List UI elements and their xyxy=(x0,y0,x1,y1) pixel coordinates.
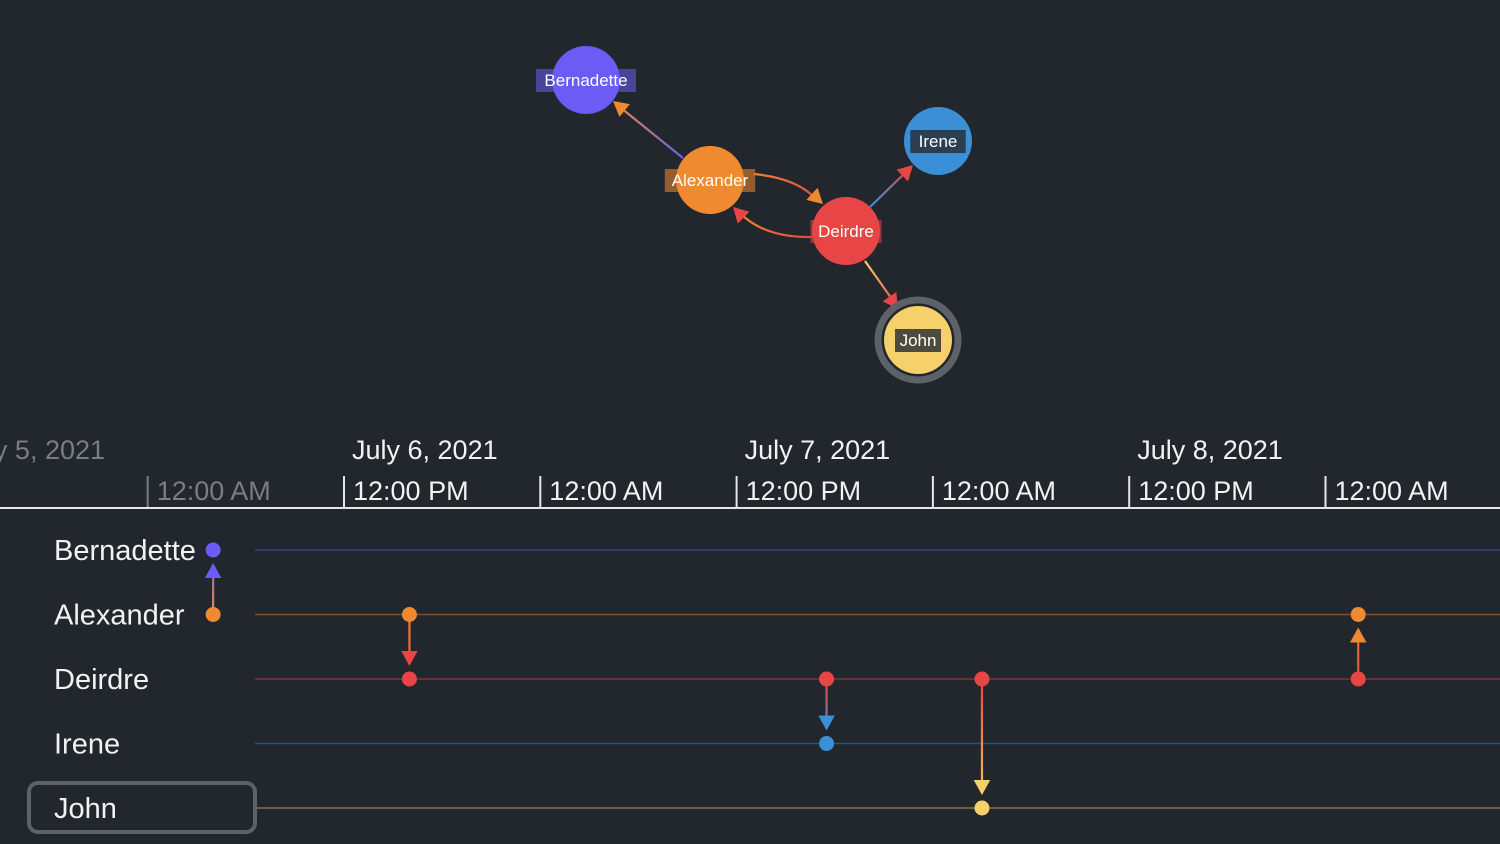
timeline-event-deirdre-alexander[interactable] xyxy=(1349,607,1367,687)
graph-node-deirdre[interactable]: Deirdre xyxy=(810,197,882,265)
event-arrowhead-icon xyxy=(401,651,418,666)
timeline-event-alexander-deirdre[interactable] xyxy=(401,607,418,687)
timeline-row-deirdre[interactable]: Deirdre xyxy=(54,664,1500,696)
timeline-time-label: 12:00 PM xyxy=(746,476,862,506)
timeline-event-deirdre-john[interactable] xyxy=(973,671,991,816)
graph-node-bernadette[interactable]: Bernadette xyxy=(536,46,636,114)
event-dot xyxy=(974,671,990,687)
timeline-row-bernadette[interactable]: Bernadette xyxy=(54,535,1500,567)
timeline-row-irene[interactable]: Irene xyxy=(54,729,1500,761)
timeline-row-label: Irene xyxy=(54,729,120,761)
event-dot xyxy=(974,800,990,816)
event-dot xyxy=(819,671,835,687)
event-arrowhead-icon xyxy=(973,780,991,795)
timeline-row-label: Deirdre xyxy=(54,664,149,696)
timeline-time-label: 12:00 PM xyxy=(1138,476,1254,506)
graph-nodes: Bernadette Alexander Deirdre Irene John xyxy=(536,46,972,384)
timeline-row-john[interactable]: John xyxy=(27,781,1500,834)
timeline-date-label: July 8, 2021 xyxy=(1137,435,1283,465)
node-label-background xyxy=(664,169,756,192)
timeline-row-label: Bernadette xyxy=(54,535,196,567)
link-deirdre-irene[interactable] xyxy=(869,170,908,208)
graph-node-label: Deirdre xyxy=(818,222,874,241)
event-dot xyxy=(205,607,221,622)
selection-ring xyxy=(874,296,962,384)
graph-node-irene[interactable]: Irene xyxy=(904,107,972,175)
graph-node-label: Alexander xyxy=(672,171,749,190)
event-arrowhead-icon xyxy=(1349,627,1367,643)
timeline-row-label: John xyxy=(54,793,117,825)
graph-node-label: John xyxy=(900,331,937,350)
timeline-date-label: July 7, 2021 xyxy=(745,435,891,465)
graph-links xyxy=(613,101,913,309)
event-dot xyxy=(819,736,835,751)
event-dot xyxy=(1350,671,1366,687)
timeline-time-label: 12:00 AM xyxy=(157,476,271,506)
timeline-events xyxy=(204,542,1367,816)
timeline-time-label: 12:00 AM xyxy=(1335,476,1449,506)
timeline-date-axis: July 5, 2021 July 6, 2021 July 7, 2021 July… xyxy=(0,435,1283,465)
timeline-time-axis: 12:00 AM 12:00 PM 12:00 AM 12:00 PM 12:00 AM… xyxy=(146,476,1449,507)
event-arrowhead-icon xyxy=(818,715,835,731)
event-dot xyxy=(401,671,417,687)
row-selection-box xyxy=(27,781,257,834)
graph-node-label: Bernadette xyxy=(544,71,627,90)
graph-node-alexander[interactable]: Alexander xyxy=(664,146,756,214)
link-arrowhead-icon xyxy=(896,165,913,182)
node-label-background xyxy=(895,329,941,352)
timeline-date-label: July 5, 2021 xyxy=(0,435,105,465)
link-deirdre-john[interactable] xyxy=(864,260,895,303)
event-dot xyxy=(1350,607,1366,622)
node-label-background xyxy=(910,130,966,153)
timeline-date-label: July 6, 2021 xyxy=(352,435,498,465)
link-alexander-deirdre[interactable] xyxy=(753,172,815,198)
event-arrowhead-icon xyxy=(204,563,222,578)
graph-node-john[interactable]: John xyxy=(874,296,962,384)
link-alexander-bernadette[interactable] xyxy=(620,107,684,159)
timeline-time-label: 12:00 AM xyxy=(549,476,663,506)
link-arrowhead-icon xyxy=(613,101,630,117)
timeline-time-label: 12:00 AM xyxy=(942,476,1056,506)
event-dot xyxy=(205,542,221,558)
graph-node-label: Irene xyxy=(919,132,958,151)
node-label-background xyxy=(810,220,882,243)
timeline-row-label: Alexander xyxy=(54,600,185,632)
network-graph[interactable]: Bernadette Alexander Deirdre Irene John xyxy=(0,0,1500,420)
timeline-event-alexander-bernadette[interactable] xyxy=(204,542,222,623)
timeline-time-label: 12:00 PM xyxy=(353,476,469,506)
event-dot xyxy=(401,607,417,622)
timeline-event-deirdre-irene[interactable] xyxy=(818,671,835,752)
timeline-row-alexander[interactable]: Alexander xyxy=(54,600,1500,632)
link-deirdre-alexander[interactable] xyxy=(742,215,813,239)
link-arrowhead-icon xyxy=(733,207,750,224)
timeline-rows: Bernadette Alexander Deirdre Irene John xyxy=(27,535,1500,834)
node-label-background xyxy=(536,69,636,92)
link-arrowhead-icon xyxy=(806,187,823,204)
